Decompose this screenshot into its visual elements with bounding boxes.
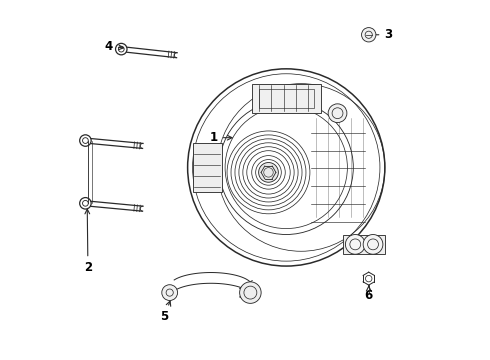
Bar bbox=[343, 234, 385, 254]
Circle shape bbox=[345, 234, 365, 254]
Circle shape bbox=[362, 28, 376, 42]
Circle shape bbox=[259, 162, 278, 182]
Circle shape bbox=[162, 285, 177, 301]
Circle shape bbox=[240, 282, 261, 303]
Text: 6: 6 bbox=[365, 286, 373, 302]
Text: 1: 1 bbox=[210, 131, 232, 144]
Bar bbox=[252, 84, 321, 113]
Text: 2: 2 bbox=[84, 209, 92, 274]
Circle shape bbox=[328, 104, 347, 122]
Text: 3: 3 bbox=[366, 28, 392, 41]
Circle shape bbox=[363, 234, 383, 254]
Text: 4: 4 bbox=[104, 40, 123, 53]
Bar bbox=[259, 89, 314, 108]
Bar bbox=[193, 143, 222, 192]
Text: 5: 5 bbox=[160, 301, 171, 324]
